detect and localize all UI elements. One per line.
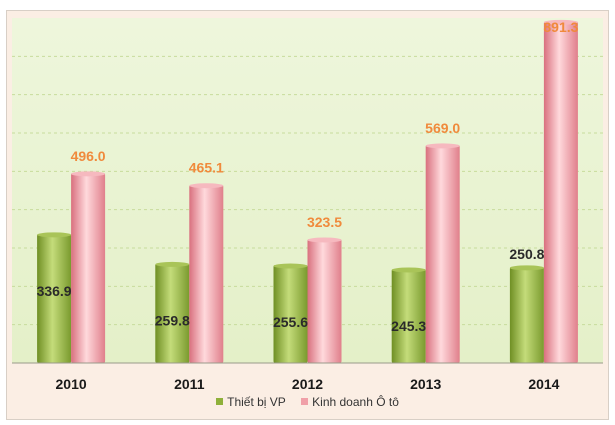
data-label-kinh-doanh-oto: 891.3 bbox=[543, 19, 578, 35]
bar-cap bbox=[307, 237, 342, 243]
legend-swatch-oto bbox=[301, 398, 309, 405]
bar-cap bbox=[543, 19, 578, 25]
bars bbox=[37, 19, 578, 364]
data-label-thiet-bi-vp: 255.6 bbox=[273, 314, 308, 330]
x-tick-label: 2012 bbox=[292, 376, 323, 392]
bar-kinh-doanh-oto bbox=[543, 21, 578, 364]
data-label-thiet-bi-vp: 336.9 bbox=[37, 283, 72, 299]
data-label-kinh-doanh-oto: 323.5 bbox=[307, 214, 342, 230]
bar-cap bbox=[71, 171, 106, 177]
legend-item-vp: Thiết bị VP bbox=[216, 395, 286, 409]
bar-thiet-bi-vp bbox=[391, 268, 426, 363]
legend-label-vp: Thiết bị VP bbox=[227, 394, 286, 409]
x-tick-label: 2013 bbox=[410, 376, 441, 392]
x-tick-label: 2014 bbox=[528, 376, 559, 392]
data-label-kinh-doanh-oto: 496.0 bbox=[71, 148, 106, 164]
bar-thiet-bi-vp bbox=[155, 263, 190, 363]
data-label-kinh-doanh-oto: 465.1 bbox=[189, 160, 224, 176]
bar-kinh-doanh-oto bbox=[307, 238, 342, 363]
legend-item-oto: Kinh doanh Ô tô bbox=[301, 395, 399, 409]
data-label-thiet-bi-vp: 259.8 bbox=[155, 312, 190, 328]
x-tick-label: 2011 bbox=[174, 376, 205, 392]
data-label-kinh-doanh-oto: 569.0 bbox=[425, 120, 460, 136]
data-labels: 336.9 496.0 259.8 465.1 255.6 323.5 245.3 569.0… bbox=[37, 19, 579, 334]
legend: Thiết bị VP Kinh doanh Ô tô bbox=[0, 394, 615, 409]
bar-kinh-doanh-oto bbox=[425, 144, 460, 363]
bar-cap bbox=[189, 183, 224, 189]
bar-cap bbox=[37, 232, 72, 238]
data-label-thiet-bi-vp: 245.3 bbox=[391, 318, 426, 334]
bar-cap bbox=[425, 143, 460, 149]
legend-swatch-vp bbox=[216, 398, 224, 405]
data-label-thiet-bi-vp: 250.8 bbox=[509, 246, 544, 262]
bar-thiet-bi-vp bbox=[509, 266, 544, 363]
x-axis-ticks: 2010 2011 2012 2013 2014 bbox=[56, 376, 560, 392]
bar-kinh-doanh-oto bbox=[189, 184, 224, 363]
bar-kinh-doanh-oto bbox=[71, 172, 106, 363]
bar-cap bbox=[509, 265, 544, 271]
bar-cap bbox=[391, 267, 426, 273]
bar-thiet-bi-vp bbox=[37, 233, 72, 363]
x-tick-label: 2010 bbox=[56, 376, 87, 392]
legend-label-oto: Kinh doanh Ô tô bbox=[312, 394, 399, 409]
bar-thiet-bi-vp bbox=[273, 265, 308, 363]
bar-cap bbox=[155, 261, 190, 267]
bar-cap bbox=[273, 263, 308, 269]
